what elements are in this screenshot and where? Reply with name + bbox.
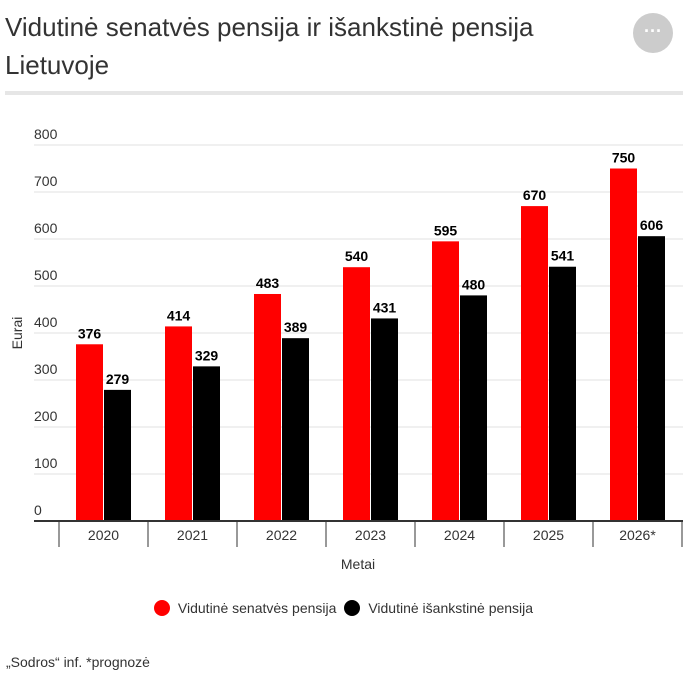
ellipsis-icon: ··· (644, 21, 662, 41)
data-label: 606 (640, 217, 664, 233)
data-label: 540 (345, 248, 369, 264)
legend-marker-black (344, 600, 361, 616)
y-tick-label: 100 (34, 455, 58, 471)
data-label: 670 (523, 187, 547, 203)
x-tick-label: 2020 (88, 527, 119, 543)
bar (371, 318, 398, 521)
data-label: 414 (167, 307, 191, 323)
data-label: 541 (551, 248, 575, 264)
bar (76, 344, 103, 521)
bar (254, 293, 281, 521)
bar (521, 206, 548, 521)
legend-label: Vidutinė išankstinė pensija (368, 600, 534, 616)
bar (638, 236, 665, 521)
x-tick-label: 2024 (444, 527, 475, 543)
x-tick-label: 2025 (533, 527, 564, 543)
x-tick-label: 2026* (619, 527, 656, 543)
y-tick-label: 700 (34, 173, 58, 189)
bar (610, 168, 637, 521)
data-label: 483 (256, 275, 280, 291)
legend: Vidutinė senatvės pensija Vidutinė išank… (0, 600, 683, 616)
bar (432, 241, 459, 521)
data-label: 480 (462, 276, 486, 292)
bar (549, 266, 576, 521)
y-tick-label: 0 (34, 502, 42, 518)
y-axis-label: Eurai (9, 317, 25, 350)
bar (343, 267, 370, 521)
y-tick-label: 500 (34, 267, 58, 283)
x-axis-label: Metai (341, 556, 375, 572)
data-label: 750 (612, 150, 636, 166)
data-label: 389 (284, 319, 308, 335)
data-label: 595 (434, 222, 458, 238)
bar (460, 295, 487, 521)
data-label: 376 (78, 325, 102, 341)
bar (104, 389, 131, 521)
data-label: 279 (106, 371, 130, 387)
x-tick-label: 2022 (266, 527, 297, 543)
y-tick-label: 400 (34, 314, 58, 330)
legend-marker-red (153, 600, 170, 616)
data-label: 329 (195, 347, 219, 363)
data-label: 431 (373, 299, 397, 315)
bar (165, 326, 192, 521)
bar-chart: 0 100 200 300 400 500 600 700 800 Eurai 2020 376 279… (9, 126, 683, 572)
y-tick-label: 300 (34, 361, 58, 377)
menu-button[interactable]: ··· (633, 13, 673, 53)
y-tick-label: 600 (34, 220, 58, 236)
chart-title: Vidutinė senatvės pensija ir išankstinė … (5, 12, 534, 80)
x-tick-label: 2021 (177, 527, 208, 543)
x-tick-label: 2023 (355, 527, 386, 543)
bar (193, 366, 220, 521)
divider (5, 91, 683, 95)
y-tick-label: 800 (34, 126, 58, 142)
bar (282, 338, 309, 521)
source-note: „Sodros“ inf. *prognozė (6, 654, 150, 670)
legend-label: Vidutinė senatvės pensija (177, 600, 337, 616)
y-tick-label: 200 (34, 408, 58, 424)
